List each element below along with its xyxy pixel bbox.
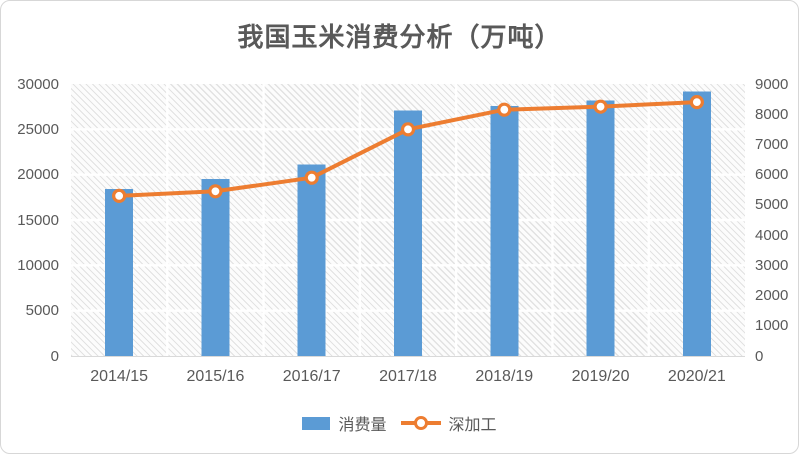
plot-area: [71, 84, 745, 357]
y-right-tick-label: 1000: [755, 317, 789, 335]
bar-2014/15: [105, 189, 134, 356]
y-right-tick-label: 5000: [755, 196, 789, 214]
marker-2019/20: [593, 99, 608, 114]
marker-2020/21: [689, 95, 704, 110]
line-series-swatch: [400, 416, 441, 430]
marker-2017/18: [400, 122, 416, 137]
chart-title: 我国玉米消费分析（万吨）: [237, 23, 562, 53]
legend-item-consumption: 消费量: [302, 411, 387, 435]
x-tick-label: 2016/17: [282, 368, 341, 385]
bar-2017/18: [394, 110, 422, 356]
marker-2018/19: [497, 102, 512, 117]
circle-marker-icon: [413, 416, 428, 430]
x-tick-label: 2019/20: [571, 368, 630, 385]
legend: 消费量 深加工: [1, 408, 798, 438]
legend-label-processing: 深加工: [448, 417, 497, 434]
bar-2018/19: [490, 105, 519, 356]
bar-2015/16: [201, 179, 230, 356]
y-left-tick-label: 30000: [17, 75, 59, 93]
y-left-tick-label: 20000: [17, 166, 59, 184]
y-left-tick-label: 5000: [25, 302, 59, 320]
bar-2016/17: [297, 164, 326, 356]
legend-item-processing: 深加工: [400, 411, 497, 435]
bar-series-swatch: [302, 416, 331, 430]
y-right-tick-label: 4000: [755, 226, 789, 244]
y-left-tick-label: 25000: [17, 120, 59, 138]
marker-2015/16: [208, 184, 223, 199]
bar-2020/21: [682, 91, 711, 356]
y-right-tick-label: 7000: [755, 135, 789, 153]
bar-2019/20: [586, 100, 615, 356]
x-tick-label: 2015/16: [186, 368, 245, 385]
marker-2016/17: [304, 170, 319, 185]
y-right-tick-label: 3000: [755, 256, 789, 274]
x-tick-label: 2018/19: [475, 368, 534, 385]
x-tick-label: 2017/18: [379, 368, 437, 385]
plot-canvas: [71, 84, 745, 356]
y-right-tick-label: 8000: [755, 105, 789, 123]
legend-label-consumption: 消费量: [338, 417, 387, 434]
y-left-tick-label: 15000: [17, 211, 59, 229]
y-left-tick-label: 10000: [17, 256, 59, 274]
y-right-tick-label: 2000: [755, 287, 789, 305]
x-tick-label: 2014/15: [90, 368, 149, 385]
y-right-tick-label: 6000: [755, 166, 789, 184]
y-left-tick-label: 0: [50, 347, 59, 365]
x-tick-label: 2020/21: [667, 368, 726, 385]
y-right-tick-label: 0: [755, 347, 764, 365]
y-right-tick-label: 9000: [755, 75, 789, 93]
marker-2014/15: [112, 188, 127, 203]
